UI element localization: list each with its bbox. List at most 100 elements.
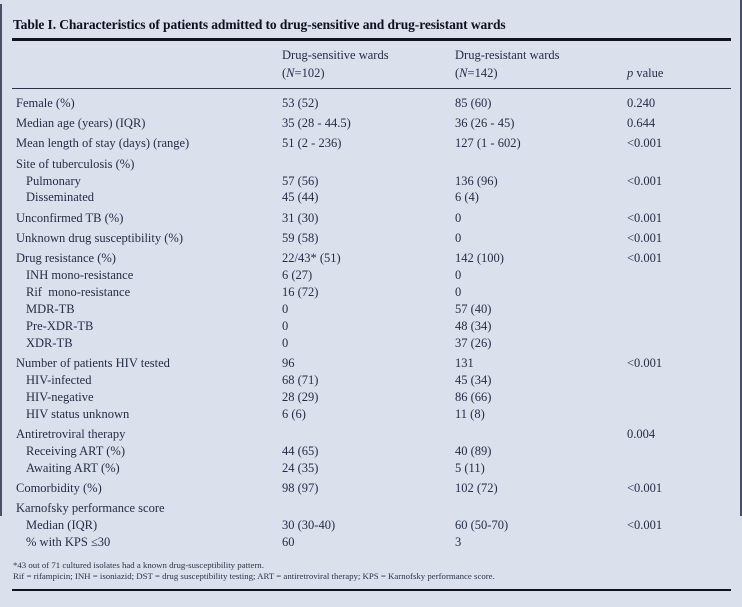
cell-p-value: <0.001 (627, 518, 663, 533)
cell-drug-resistant: 102 (72) (455, 481, 498, 496)
row-label: Number of patients HIV tested (16, 356, 170, 370)
cell-drug-sensitive: 96 (282, 356, 295, 370)
row-label: Comorbidity (%) (16, 481, 102, 496)
cell-drug-sensitive: 51 (2 - 236) (282, 136, 342, 151)
column-header-drug-sensitive: Drug-sensitive wards (N=102) (282, 46, 455, 82)
table-row: HIV-negative 28 (29) 86 (66) (0, 389, 742, 406)
cell-drug-sensitive: 6 (27) (282, 268, 313, 283)
column-header-row: Drug-sensitive wards (N=102) Drug-resist… (0, 41, 742, 88)
row-label: Unconfirmed TB (%) (16, 210, 124, 225)
cell-drug-sensitive: 59 (58) (282, 230, 319, 245)
table-row: Pulmonary 57 (56) 136 (96) <0.001 (0, 173, 742, 190)
cell-drug-resistant: 0 (455, 210, 462, 225)
cell-drug-sensitive: 16 (72) (282, 285, 319, 300)
scan-edge-left (0, 4, 2, 516)
table-row: Awaiting ART (%) 24 (35) 5 (11) (0, 460, 742, 477)
cell-drug-sensitive (282, 426, 455, 443)
table-row: INH mono-resistance 6 (27) 0 (0, 267, 742, 284)
cell-drug-sensitive: 35 (28 - 44.5) (282, 116, 351, 131)
table-row: Disseminated 45 (44) 6 (4) (0, 189, 742, 206)
cell-drug-sensitive: 44 (65) (282, 443, 319, 458)
cell-drug-sensitive: 30 (30-40) (282, 518, 336, 533)
cell-drug-sensitive: 57 (56) (282, 173, 319, 188)
cell-p-value (627, 318, 742, 335)
row-label: HIV status unknown (26, 406, 130, 421)
row-label: % with KPS ≤30 (26, 535, 111, 550)
cell-drug-sensitive: 22/43* (51) (282, 251, 341, 266)
row-label: Site of tuberculosis (%) (16, 156, 135, 171)
cell-p-value: 0.240 (627, 95, 656, 110)
cell-p-value (627, 156, 742, 173)
cell-drug-sensitive: 0 (282, 335, 289, 350)
row-label: HIV-negative (26, 389, 94, 404)
cell-p-value: <0.001 (627, 210, 663, 225)
table-row: Site of tuberculosis (%) (0, 156, 742, 173)
table-row: HIV status unknown 6 (6) 11 (8) (0, 406, 742, 423)
cell-drug-resistant: 37 (26) (455, 335, 492, 350)
table-row: % with KPS ≤30 60 3 (0, 534, 742, 551)
cell-drug-resistant: 5 (11) (455, 460, 485, 475)
cell-p-value (627, 284, 742, 301)
cell-drug-sensitive: 60 (282, 535, 295, 550)
cell-p-value: <0.001 (627, 136, 663, 151)
cell-p-value (627, 389, 742, 406)
cell-drug-sensitive: 68 (71) (282, 372, 319, 387)
table-row: Median age (years) (IQR) 35 (28 - 44.5) 36… (0, 115, 742, 132)
bottom-rule (12, 588, 731, 592)
cell-p-value: <0.001 (627, 230, 663, 245)
cell-drug-resistant: 6 (4) (455, 190, 479, 205)
cell-p-value (627, 189, 742, 206)
row-label: Awaiting ART (%) (26, 460, 120, 475)
row-label: XDR-TB (26, 335, 73, 350)
column-header-n: (N=102) (282, 65, 325, 80)
cell-drug-resistant: 3 (455, 535, 462, 550)
cell-drug-sensitive: 28 (29) (282, 389, 319, 404)
cell-p-value: <0.001 (627, 251, 663, 266)
row-label: Female (%) (16, 95, 75, 110)
cell-p-value: <0.001 (627, 356, 663, 370)
row-label: Mean length of stay (days) (range) (16, 136, 190, 151)
cell-p-value (627, 500, 742, 517)
title-rule (12, 38, 731, 41)
row-label: Rif mono-resistance (26, 285, 131, 300)
cell-drug-resistant: 48 (34) (455, 318, 492, 333)
scan-edge-right (740, 0, 742, 516)
table-row: Karnofsky performance score (0, 500, 742, 517)
cell-p-value: 0.004 (627, 426, 656, 441)
cell-drug-resistant (455, 426, 627, 443)
row-label: Unknown drug susceptibility (%) (16, 230, 183, 245)
table-row: Median (IQR) 30 (30-40) 60 (50-70) <0.001 (0, 517, 742, 534)
table-row: Antiretroviral therapy 0.004 (0, 426, 742, 443)
cell-p-value: <0.001 (627, 481, 663, 496)
table-row: Rif mono-resistance 16 (72) 0 (0, 284, 742, 301)
header-rule (12, 87, 731, 89)
cell-p-value (627, 460, 742, 477)
cell-drug-resistant: 11 (8) (455, 406, 485, 421)
table-row: Number of patients HIV tested 96 131 <0.001 (0, 355, 742, 372)
table-row: Unconfirmed TB (%) 31 (30) 0 <0.001 (0, 210, 742, 227)
row-label: Pre-XDR-TB (26, 318, 94, 333)
table-row: Comorbidity (%) 98 (97) 102 (72) <0.001 (0, 480, 742, 497)
cell-drug-resistant: 0 (455, 268, 462, 283)
cell-drug-resistant: 136 (96) (455, 173, 498, 188)
cell-drug-sensitive: 24 (35) (282, 460, 319, 475)
cell-p-value (627, 335, 742, 352)
cell-drug-sensitive: 31 (30) (282, 210, 319, 225)
table-row: Drug resistance (%) 22/43* (51) 142 (100) <… (0, 250, 742, 267)
cell-drug-sensitive: 0 (282, 301, 289, 316)
cell-drug-resistant: 57 (40) (455, 301, 492, 316)
cell-drug-sensitive (282, 500, 455, 517)
cell-drug-resistant: 40 (89) (455, 443, 492, 458)
table-title: Table I. Characteristics of patients adm… (13, 17, 506, 32)
column-header-label: Drug-resistant wards (455, 47, 560, 62)
cell-drug-resistant: 36 (26 - 45) (455, 116, 515, 131)
table-row: Receiving ART (%) 44 (65) 40 (89) (0, 443, 742, 460)
cell-drug-sensitive: 53 (52) (282, 95, 319, 110)
cell-drug-resistant: 0 (455, 285, 462, 300)
row-label: MDR-TB (26, 301, 75, 316)
cell-drug-resistant: 142 (100) (455, 251, 504, 266)
cell-drug-resistant (455, 156, 627, 173)
column-header-drug-resistant: Drug-resistant wards (N=142) (455, 46, 627, 82)
cell-drug-sensitive: 6 (6) (282, 406, 306, 421)
